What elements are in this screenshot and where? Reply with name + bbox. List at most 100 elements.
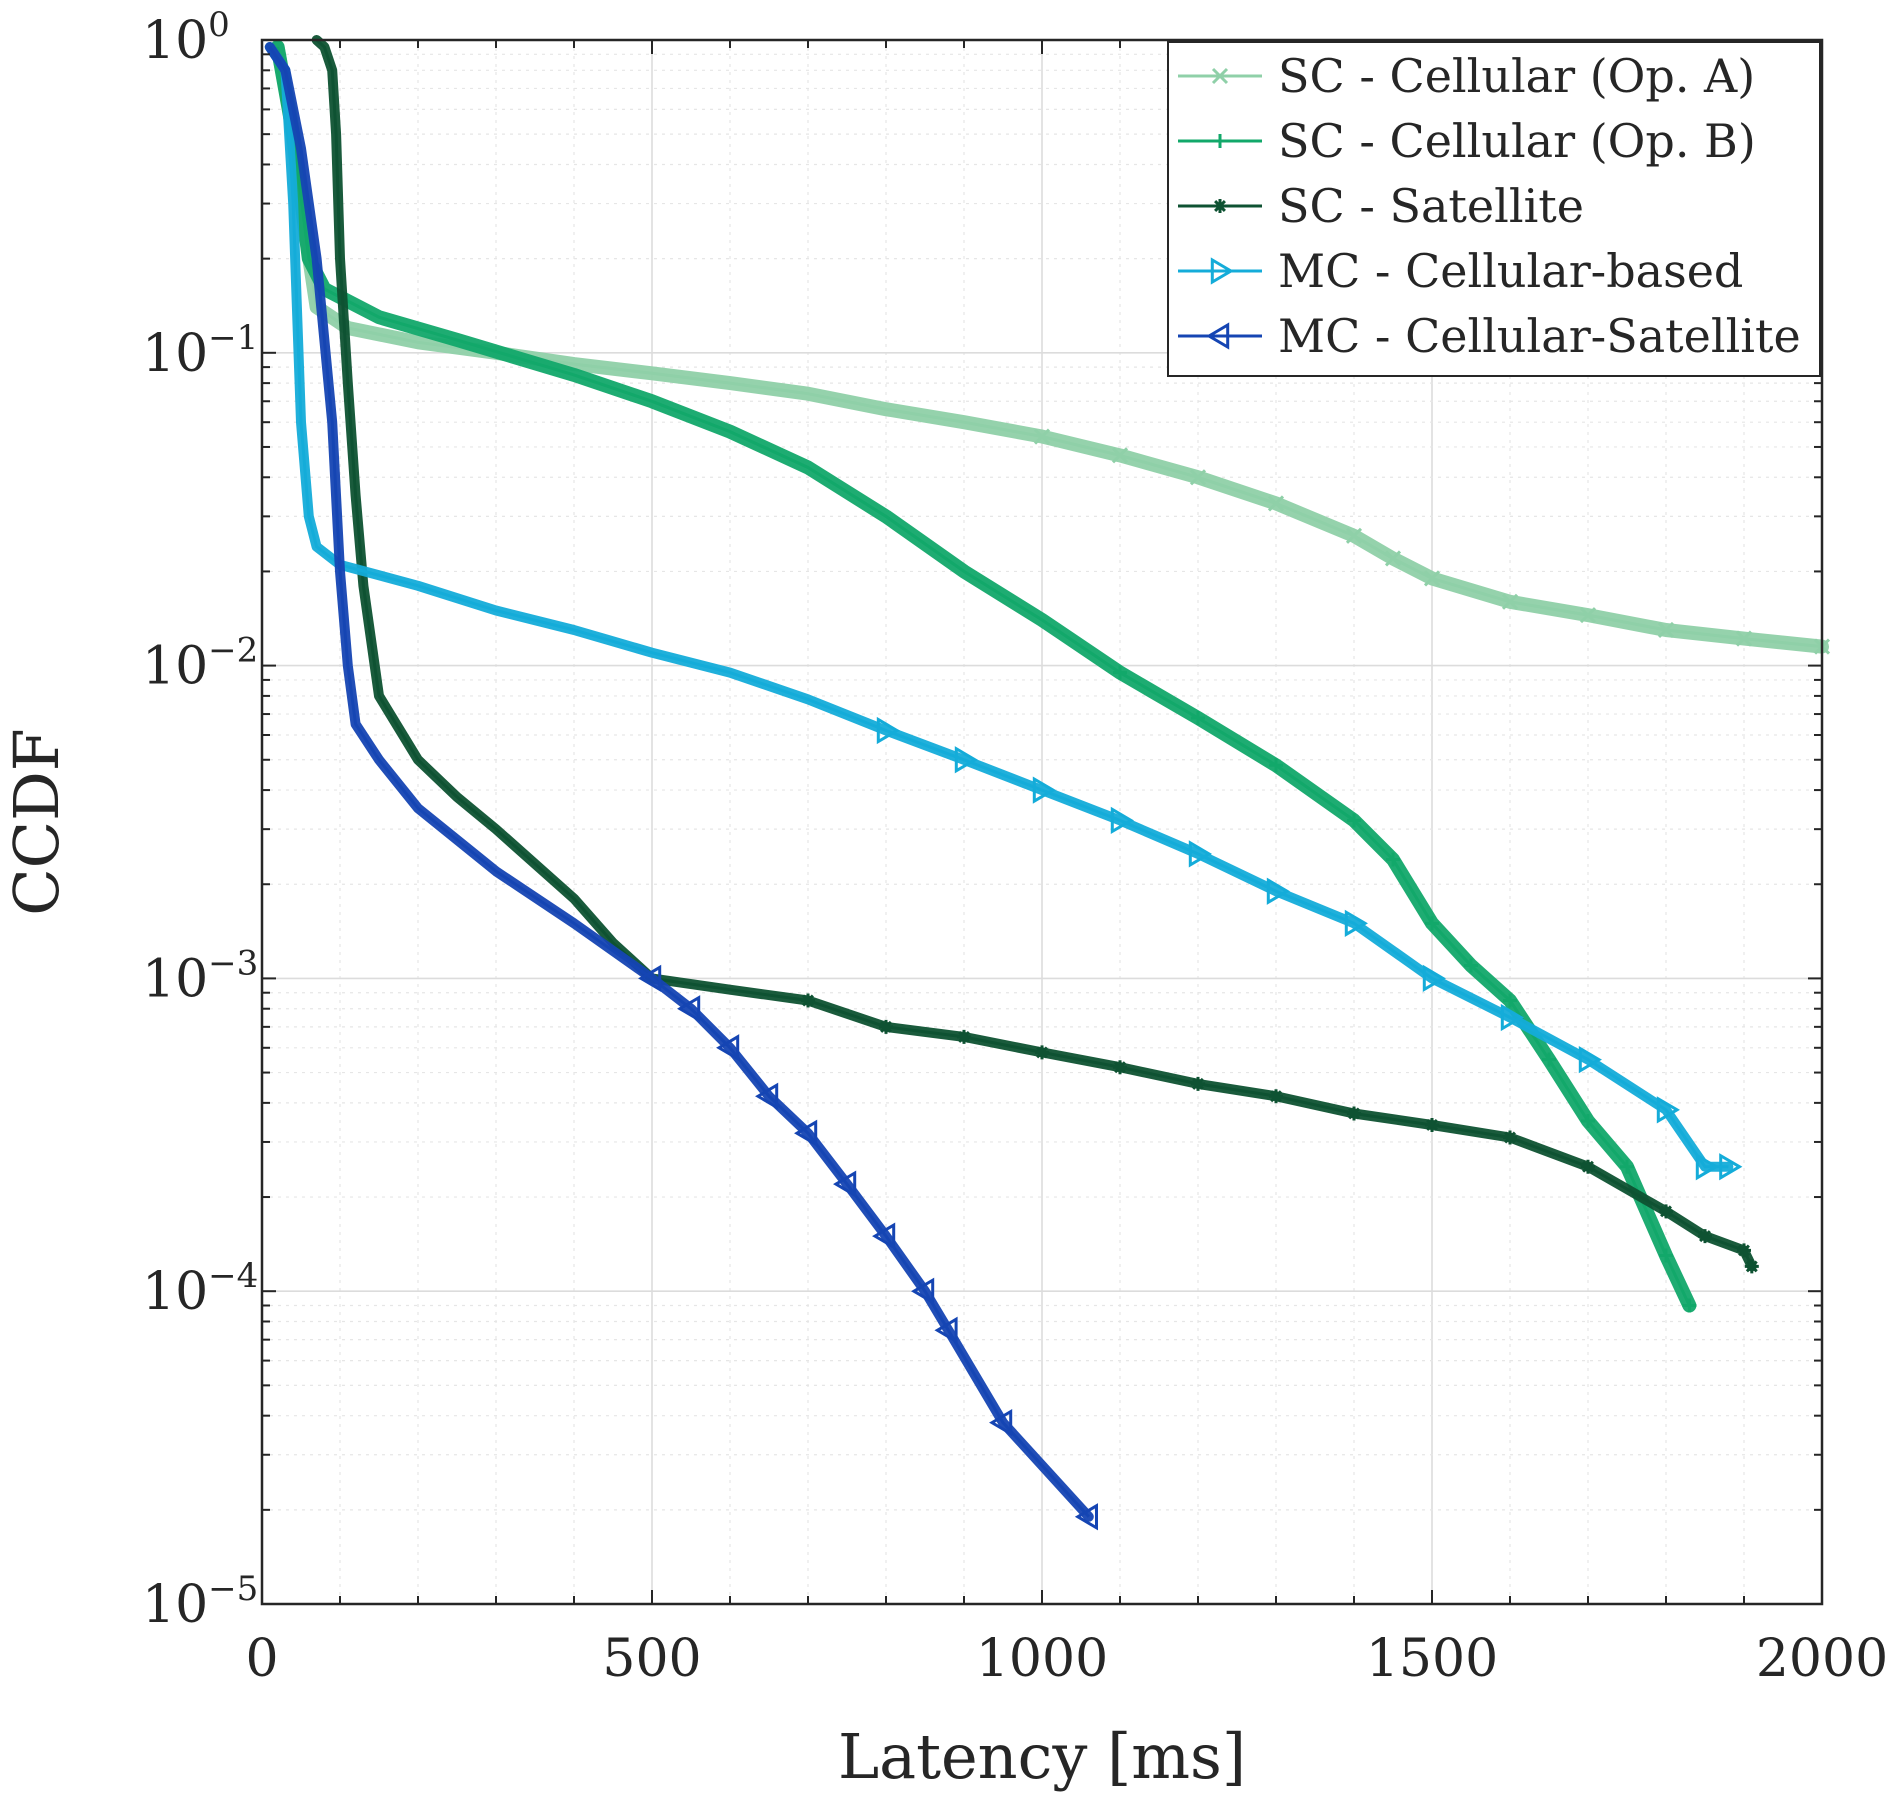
data-point: [1657, 621, 1675, 639]
legend-marker: [1211, 67, 1229, 85]
marker-stroke: [954, 746, 978, 774]
marker-stroke: [957, 1029, 971, 1044]
marker-stroke: [1682, 1298, 1697, 1313]
marker-stroke: [1656, 1096, 1680, 1124]
data-point: [1266, 877, 1290, 905]
x-axis-title: Latency [ms]: [838, 1720, 1246, 1793]
marker-stroke: [1267, 495, 1285, 512]
series-3: [311, 35, 1759, 1274]
marker-stroke: [801, 993, 815, 1008]
data-point: [1074, 1503, 1098, 1531]
data-point: [1111, 447, 1129, 464]
marker-stroke: [1384, 550, 1402, 567]
data-point: [872, 1222, 896, 1250]
marker-stroke: [1464, 958, 1478, 973]
marker-stroke: [1188, 840, 1212, 868]
data-point: [1581, 1159, 1595, 1174]
x-tick-label: 500: [602, 1629, 701, 1689]
marker-stroke: [1032, 776, 1056, 804]
marker-stroke: [638, 964, 662, 993]
marker-stroke: [1110, 806, 1134, 835]
marker-stroke: [1657, 621, 1675, 639]
marker-stroke: [1578, 1045, 1602, 1074]
marker-stroke: [911, 1277, 935, 1305]
series-5: [264, 42, 1098, 1531]
data-point: [1188, 840, 1212, 868]
data-point: [1656, 1096, 1680, 1124]
data-point: [1032, 776, 1056, 804]
marker-stroke: [1386, 852, 1400, 867]
data-point: [989, 1409, 1013, 1437]
y-tick-label: 10−4: [142, 1256, 258, 1322]
data-point: [1189, 469, 1207, 486]
data-point: [755, 1082, 779, 1110]
marker-stroke: [1113, 1060, 1127, 1075]
legend-entry-4: MC - Cellular-based: [1178, 244, 1743, 298]
marker-stroke: [1423, 570, 1441, 587]
marker-stroke: [1579, 607, 1597, 624]
legend-marker: [1213, 134, 1227, 148]
data-point: [1579, 607, 1597, 624]
marker-stroke: [1422, 964, 1446, 993]
marker-stroke: [755, 1082, 779, 1110]
data-point: [879, 1019, 893, 1034]
data-point: [1269, 1089, 1283, 1104]
data-point: [957, 1029, 971, 1044]
data-point: [1744, 1259, 1759, 1274]
marker-stroke: [1695, 1153, 1719, 1181]
data-point: [1500, 1003, 1524, 1032]
data-point: [1581, 1114, 1595, 1129]
marker-stroke: [1213, 134, 1227, 148]
data-point: [1464, 958, 1478, 973]
data-point: [1698, 1229, 1712, 1244]
marker-stroke: [1503, 993, 1517, 1008]
marker-stroke: [716, 1034, 740, 1062]
x-tick-label: 2000: [1756, 1629, 1888, 1689]
data-point: [1542, 1052, 1556, 1067]
legend: SC - Cellular (Op. A) SC - Cellular (Op. …: [1167, 41, 1821, 377]
marker-stroke: [1620, 1159, 1634, 1174]
y-tick-label: 10−1: [142, 318, 258, 384]
data-point: [1269, 758, 1283, 773]
legend-marker: [1210, 257, 1234, 285]
y-tick-label: 10−3: [142, 943, 258, 1009]
data-point: [1191, 1076, 1205, 1091]
legend-label: SC - Satellite: [1278, 179, 1584, 233]
marker-stroke: [1698, 1229, 1712, 1244]
marker-stroke: [1581, 1159, 1595, 1174]
legend-marker: [1213, 199, 1227, 213]
data-point: [911, 1277, 935, 1305]
marker-stroke: [1425, 1117, 1439, 1132]
data-point: [1682, 1298, 1697, 1313]
marker-stroke: [1269, 1089, 1283, 1104]
data-point: [1033, 428, 1051, 445]
legend-label: SC - Cellular (Op. A): [1278, 49, 1755, 103]
legend-box: [1167, 41, 1821, 377]
data-point: [794, 1119, 818, 1147]
series-line-core: [268, 46, 1729, 1169]
marker-stroke: [1347, 1106, 1361, 1121]
data-point: [1345, 527, 1363, 544]
data-point: [1735, 630, 1753, 647]
marker-stroke: [833, 1170, 857, 1198]
data-point: [1659, 1204, 1673, 1219]
data-point: [1113, 665, 1127, 680]
marker-stroke: [1659, 1204, 1673, 1219]
marker-stroke: [1189, 469, 1207, 486]
data-point: [1267, 495, 1285, 512]
data-point: [1423, 570, 1441, 587]
marker-stroke: [934, 1316, 958, 1344]
marker-stroke: [1347, 813, 1361, 828]
data-point: [1386, 852, 1400, 867]
y-tick-labels: 100 10−1 10−2 10−3 10−4 10−5: [142, 5, 258, 1635]
x-tick-label: 0: [245, 1629, 278, 1689]
marker-stroke: [1206, 322, 1230, 350]
legend-label: MC - Cellular-based: [1278, 244, 1743, 298]
data-point: [801, 993, 815, 1008]
legend-marker: [1206, 322, 1230, 350]
marker-stroke: [1210, 257, 1234, 285]
data-point: [1503, 993, 1517, 1008]
marker-stroke: [1111, 447, 1129, 464]
marker-stroke: [1191, 710, 1205, 725]
